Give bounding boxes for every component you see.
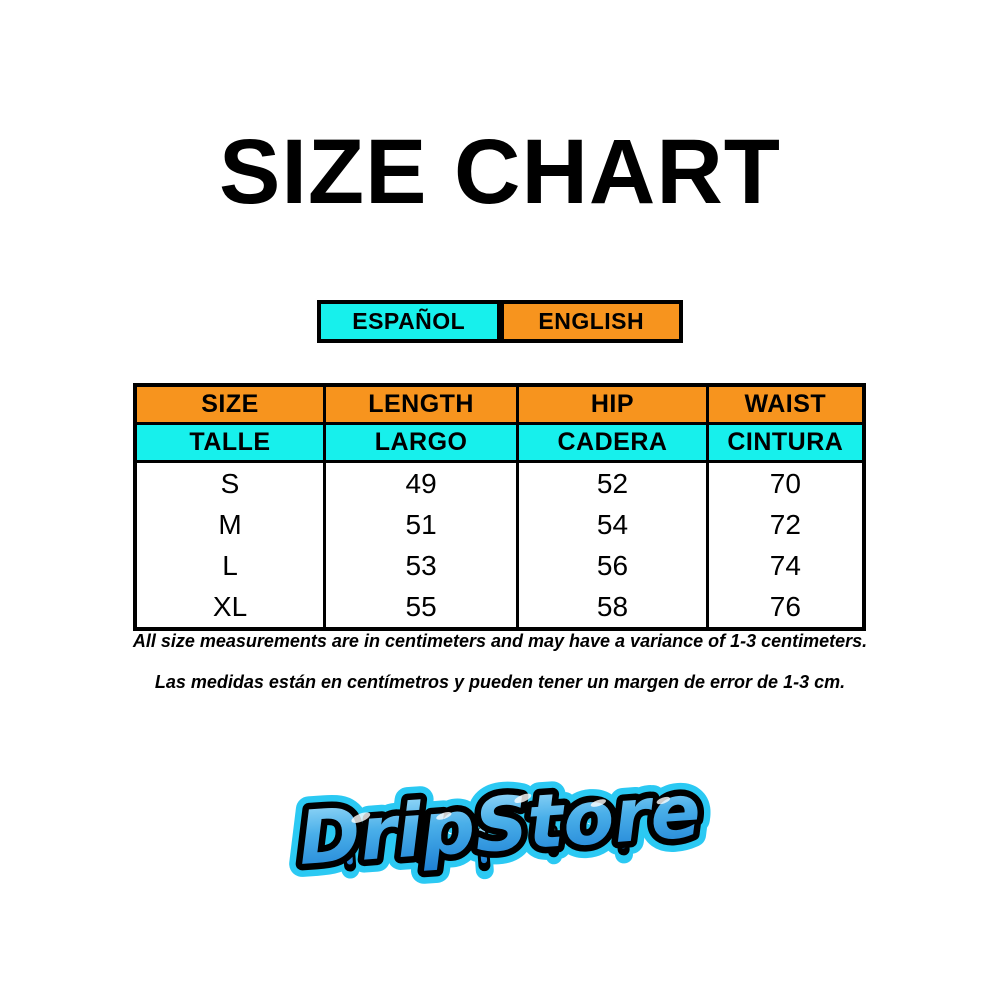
dripstore-logo-graphic: DripStore DripStore DripStore: [283, 755, 716, 895]
tab-espanol[interactable]: ESPAÑOL: [321, 304, 497, 339]
table-cell: 54: [516, 504, 709, 545]
table-cell: L: [133, 545, 327, 586]
table-cell: 51: [323, 504, 520, 545]
table-cell: M: [133, 504, 327, 545]
table-cell: 53: [323, 545, 520, 586]
table-cell: 70: [705, 461, 866, 504]
table-row: S 49 52 70: [133, 461, 866, 504]
header-row-english: SIZE LENGTH HIP WAIST: [133, 383, 866, 425]
page-title: SIZE CHART: [219, 121, 781, 223]
table-cell: 55: [323, 586, 520, 629]
table-cell: 74: [705, 545, 866, 586]
col-header-talle: TALLE: [133, 422, 327, 463]
col-header-hip: HIP: [516, 383, 709, 425]
table-row: XL 55 58 76: [133, 586, 866, 629]
table-cell: S: [133, 461, 327, 504]
logo-fill-layer: DripStore: [296, 768, 703, 882]
table-cell: 58: [516, 586, 709, 629]
col-header-cadera: CADERA: [516, 422, 709, 463]
units-note-spanish: Las medidas están en centímetros y puede…: [154, 672, 846, 692]
col-header-largo: LARGO: [323, 422, 520, 463]
table-cell: XL: [133, 586, 327, 629]
table-cell: 52: [516, 461, 709, 504]
table-row: M 51 54 72: [133, 504, 866, 545]
col-header-length: LENGTH: [323, 383, 520, 425]
language-tabs: ESPAÑOL ENGLISH: [317, 300, 683, 343]
size-chart-table: SIZE LENGTH HIP WAIST TALLE LARGO CADERA…: [133, 383, 866, 631]
logo-highlights: [351, 793, 671, 823]
table-cell: 76: [705, 586, 866, 629]
table-cell: 72: [705, 504, 866, 545]
table-cell: 49: [323, 461, 520, 504]
size-chart: SIZE LENGTH HIP WAIST TALLE LARGO CADERA…: [133, 383, 866, 631]
table-cell: 56: [516, 545, 709, 586]
units-note-english: All size measurements are in centimeters…: [132, 631, 868, 651]
col-header-cintura: CINTURA: [705, 422, 866, 463]
tab-english[interactable]: ENGLISH: [503, 304, 679, 339]
col-header-waist: WAIST: [705, 383, 866, 425]
table-row: L 53 56 74: [133, 545, 866, 586]
col-header-size: SIZE: [133, 383, 327, 425]
drip-shapes: [339, 807, 691, 880]
dripstore-logo: DripStore DripStore DripStore: [270, 750, 730, 910]
header-row-spanish: TALLE LARGO CADERA CINTURA: [133, 422, 866, 463]
